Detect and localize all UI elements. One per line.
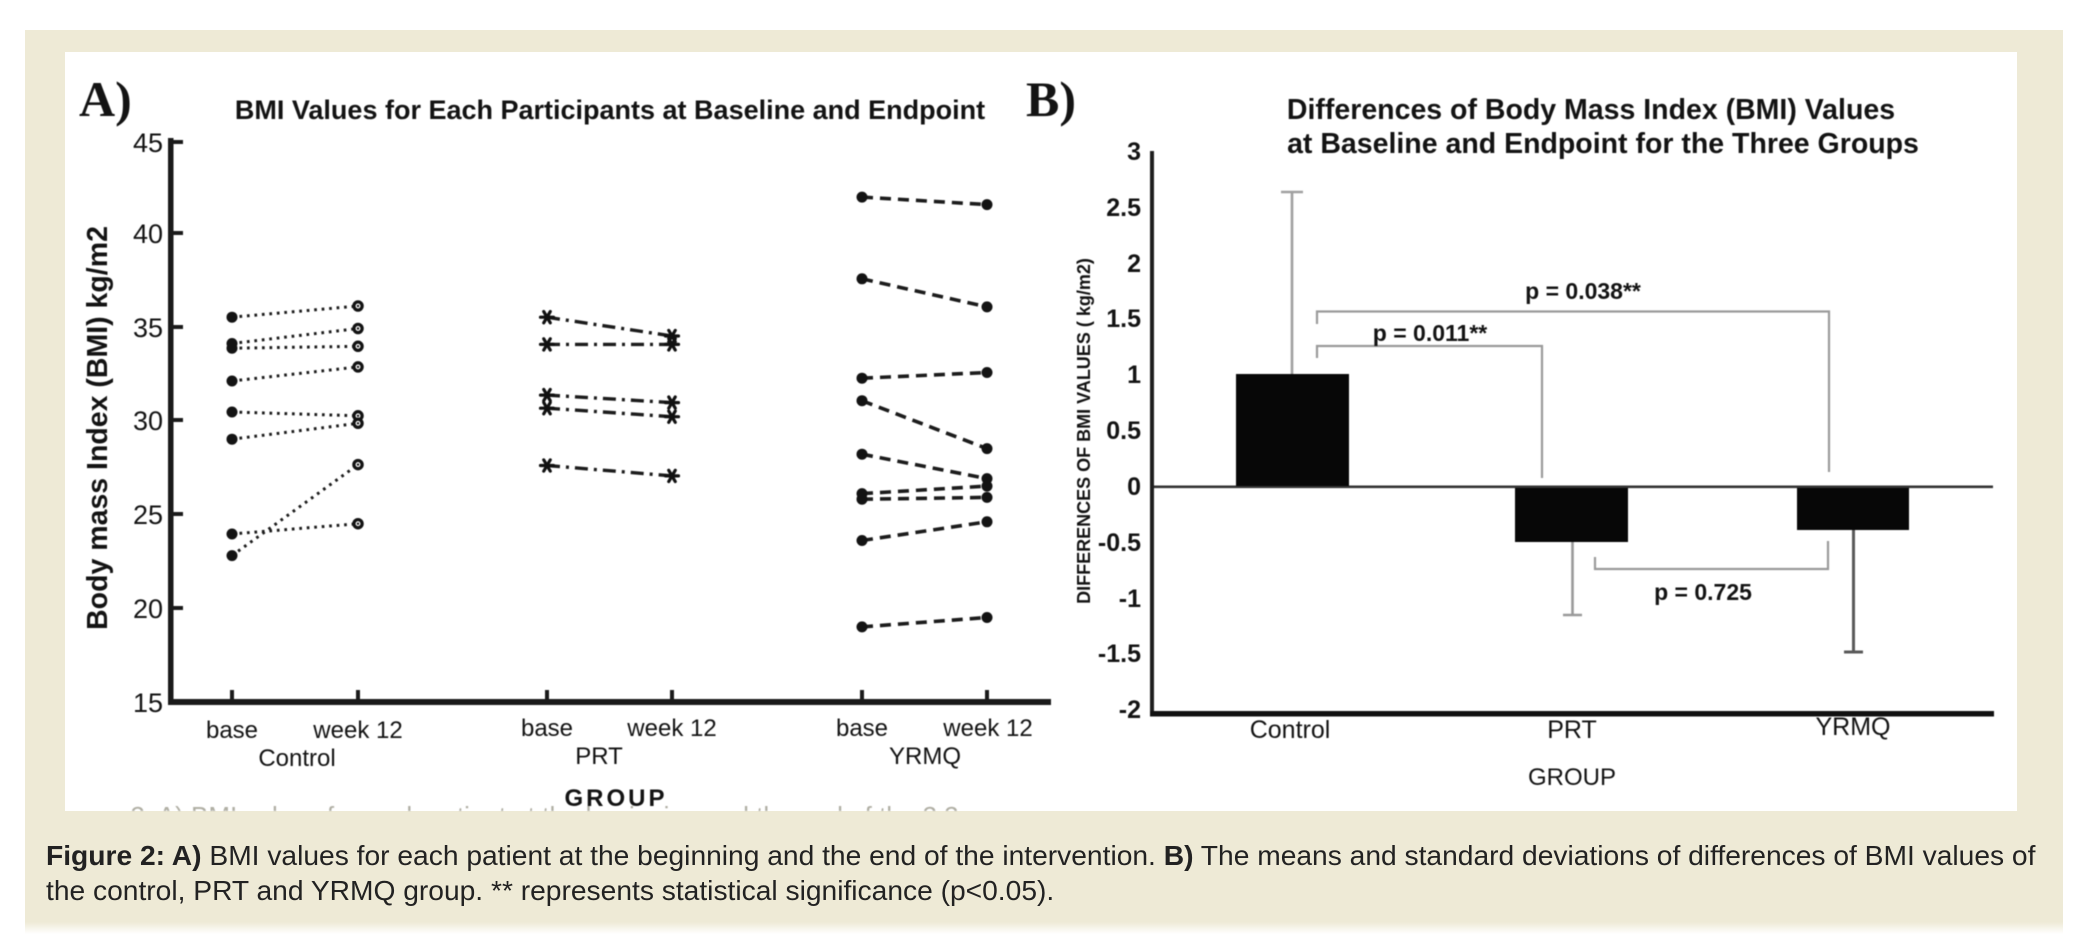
svg-text:2.5: 2.5 [1106,194,1141,222]
svg-text:PRT: PRT [575,743,623,770]
svg-text:GROUP: GROUP [564,785,667,812]
svg-text:Body mass Index (BMI) kg/m2: Body mass Index (BMI) kg/m2 [82,226,114,630]
svg-text:base: base [836,715,888,742]
svg-text:BMI Values for Each Participan: BMI Values for Each Participants at Base… [235,95,985,125]
svg-text:A): A) [79,71,132,127]
svg-text:-0.5: -0.5 [1098,529,1141,557]
svg-text:3: 3 [1127,138,1141,166]
svg-text:45: 45 [133,128,163,158]
svg-text:B): B) [1026,71,1076,127]
svg-text:Differences of Body Mass Index: Differences of Body Mass Index (BMI) Val… [1287,94,1895,126]
svg-text:1.5: 1.5 [1106,305,1141,333]
svg-text:PRT: PRT [1547,716,1597,744]
svg-text:-1.5: -1.5 [1098,640,1141,668]
svg-text:DIFFERENCES OF BMI VALUES ( kg: DIFFERENCES OF BMI VALUES ( kg/m2) [1074,258,1094,604]
svg-text:YRMQ: YRMQ [1816,713,1891,741]
svg-text:YRMQ: YRMQ [889,743,961,770]
svg-text:40: 40 [133,219,163,249]
svg-text:15: 15 [133,688,163,718]
svg-text:week 12: week 12 [942,715,1032,742]
svg-text:30: 30 [133,406,163,436]
svg-text:Control: Control [258,745,335,772]
svg-text:2: 2 [1127,250,1141,278]
svg-text:25: 25 [133,500,163,530]
svg-text:week 12: week 12 [626,715,716,742]
svg-text:-1: -1 [1119,585,1141,613]
svg-text:base: base [521,715,573,742]
svg-text:1: 1 [1127,361,1141,389]
svg-text:GROUP: GROUP [1528,764,1616,791]
svg-text:20: 20 [133,594,163,624]
svg-text:week 12: week 12 [312,717,402,744]
svg-text:base: base [206,717,258,744]
svg-text:re 2: A) BMI values for each p: re 2: A) BMI values for each patient at … [100,801,1003,831]
svg-text:Control: Control [1250,716,1331,744]
svg-text:0: 0 [1127,473,1141,501]
svg-text:35: 35 [133,313,163,343]
svg-text:p = 0.011**: p = 0.011** [1373,320,1487,346]
svg-text:at Baseline and Endpoint for t: at Baseline and Endpoint for the Three G… [1287,128,1919,160]
svg-text:p = 0.725: p = 0.725 [1654,579,1752,605]
svg-text:-2: -2 [1119,696,1141,724]
svg-text:0.5: 0.5 [1106,417,1141,445]
svg-text:p = 0.038**: p = 0.038** [1525,278,1641,304]
